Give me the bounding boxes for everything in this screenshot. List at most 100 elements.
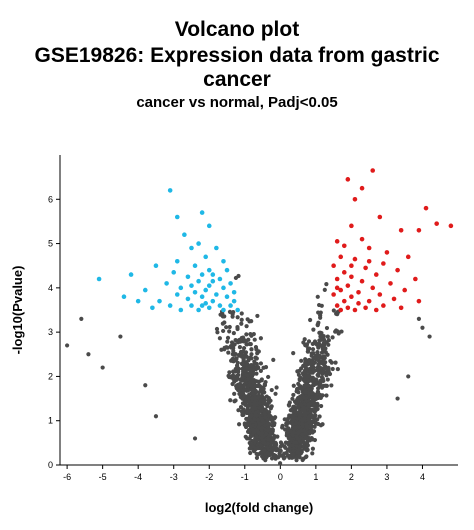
gene-point: [192, 436, 198, 441]
gene-point: [416, 316, 422, 321]
x-tick-label: -3: [170, 472, 178, 482]
x-tick-label: -4: [134, 472, 142, 482]
gene-point: [248, 355, 253, 360]
gene-point: [300, 457, 305, 463]
gene-point: [244, 366, 249, 371]
gene-point: [252, 359, 257, 364]
gene-point: [118, 334, 123, 339]
gene-point: [316, 320, 321, 325]
down-regulated-point: [189, 245, 194, 251]
gene-point: [308, 317, 313, 323]
gene-point: [286, 403, 292, 408]
up-regulated-point: [334, 303, 340, 308]
gene-point: [269, 387, 274, 393]
down-regulated-point: [167, 303, 173, 308]
gene-point: [293, 410, 298, 415]
gene-point: [266, 374, 271, 380]
gene-point: [234, 375, 239, 380]
gene-point: [239, 391, 245, 397]
gene-point: [303, 390, 308, 395]
up-regulated-point: [366, 298, 372, 304]
gene-point: [314, 402, 319, 407]
gene-point: [225, 345, 230, 350]
gene-point: [250, 390, 255, 396]
down-regulated-point: [185, 296, 191, 302]
gene-point: [229, 340, 235, 345]
gene-point: [325, 334, 330, 339]
gene-point: [291, 392, 296, 398]
down-regulated-point: [196, 307, 201, 313]
gene-point: [305, 373, 310, 378]
up-regulated-point: [370, 168, 376, 173]
gene-point: [303, 454, 309, 460]
gene-point: [280, 423, 285, 428]
gene-point: [302, 428, 307, 433]
gene-point: [321, 334, 326, 339]
gene-point: [261, 456, 266, 461]
up-regulated-point: [356, 301, 361, 306]
gene-point: [294, 420, 299, 426]
y-tick-label: 4: [48, 283, 53, 293]
gene-point: [324, 282, 329, 287]
gene-point: [305, 440, 310, 445]
gene-point: [268, 406, 273, 411]
down-regulated-point: [192, 289, 198, 295]
gene-point: [317, 414, 322, 419]
down-regulated-point: [199, 272, 205, 277]
gene-point: [309, 395, 315, 400]
up-regulated-point: [349, 274, 354, 280]
gene-point: [299, 448, 304, 453]
up-regulated-point: [373, 307, 379, 313]
x-tick-label: 1: [313, 472, 318, 482]
gene-point: [285, 440, 290, 446]
gene-point: [325, 377, 330, 382]
y-tick-label: 2: [48, 371, 53, 381]
gene-point: [227, 324, 232, 330]
gene-point: [100, 365, 105, 370]
gene-point: [333, 360, 338, 365]
x-tick-label: 2: [349, 472, 354, 482]
gene-point: [294, 401, 299, 406]
down-regulated-point: [210, 272, 216, 277]
gene-point: [335, 366, 340, 372]
down-regulated-point: [221, 307, 226, 313]
down-regulated-point: [167, 188, 173, 193]
gene-point: [237, 337, 242, 343]
gene-point: [304, 383, 309, 388]
up-regulated-point: [359, 236, 365, 242]
gene-point: [331, 308, 336, 313]
gene-point: [310, 451, 315, 456]
gene-point: [255, 351, 260, 356]
gene-point: [251, 406, 256, 411]
up-regulated-point: [338, 254, 344, 260]
gene-point: [325, 352, 330, 357]
gene-point: [296, 395, 301, 401]
x-tick-label: -5: [99, 472, 107, 482]
gene-point: [313, 397, 318, 402]
gene-point: [318, 315, 323, 320]
gene-point: [273, 415, 278, 420]
gene-point: [246, 376, 251, 381]
gene-point: [262, 383, 268, 388]
gene-point: [236, 366, 241, 371]
gene-point: [240, 361, 245, 367]
up-regulated-point: [373, 272, 379, 277]
up-regulated-point: [448, 223, 454, 229]
down-regulated-point: [203, 254, 208, 260]
gene-point: [315, 372, 320, 378]
gene-point: [290, 414, 296, 419]
up-regulated-point: [363, 305, 368, 311]
chart-subtitle-line-1: GSE19826: Expression data from gastric: [34, 44, 440, 67]
up-regulated-point: [423, 205, 429, 211]
gene-point: [245, 373, 250, 378]
gene-point: [227, 309, 233, 314]
gene-point: [296, 430, 301, 436]
y-tick-label: 0: [48, 460, 53, 470]
up-regulated-point: [381, 303, 386, 308]
gene-point: [244, 324, 249, 329]
gene-point: [263, 415, 268, 420]
gene-point: [233, 358, 238, 363]
gene-point: [324, 393, 329, 398]
gene-point: [302, 337, 307, 342]
gene-point: [326, 369, 331, 374]
